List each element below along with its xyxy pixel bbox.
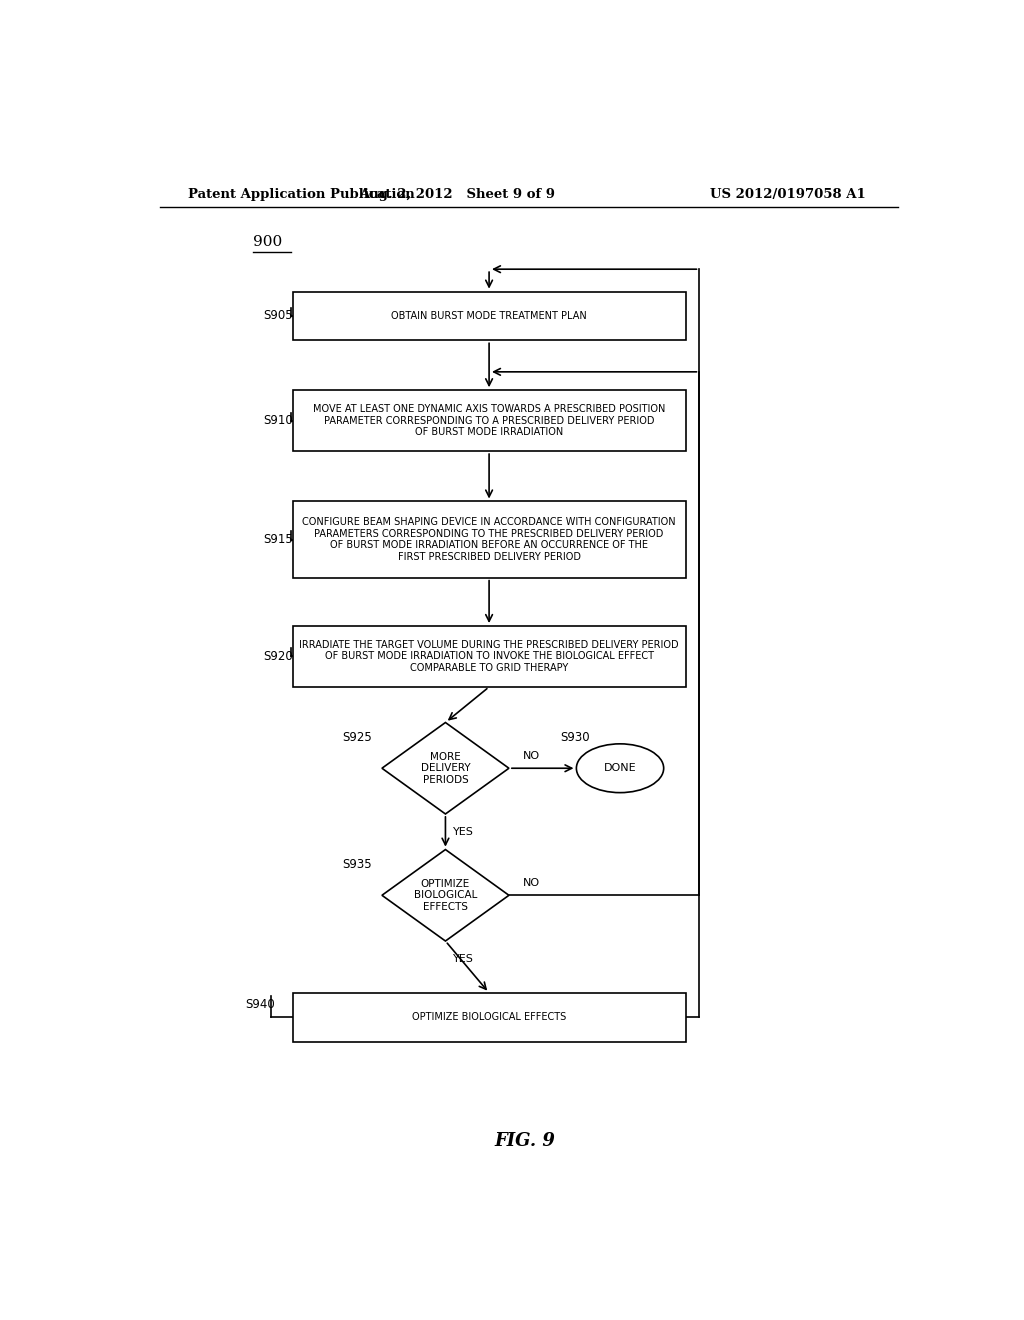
Bar xyxy=(293,993,685,1041)
Text: NO: NO xyxy=(523,878,541,888)
Text: YES: YES xyxy=(454,828,474,837)
Text: OBTAIN BURST MODE TREATMENT PLAN: OBTAIN BURST MODE TREATMENT PLAN xyxy=(391,312,587,321)
Text: YES: YES xyxy=(454,954,474,965)
Text: FIG. 9: FIG. 9 xyxy=(495,1133,555,1150)
Text: DONE: DONE xyxy=(604,763,636,774)
Text: NO: NO xyxy=(523,751,541,762)
Polygon shape xyxy=(382,850,509,941)
Text: OPTIMIZE
BIOLOGICAL
EFFECTS: OPTIMIZE BIOLOGICAL EFFECTS xyxy=(414,879,477,912)
Bar xyxy=(293,292,685,341)
Text: Aug. 2, 2012   Sheet 9 of 9: Aug. 2, 2012 Sheet 9 of 9 xyxy=(359,189,555,202)
Text: S930: S930 xyxy=(560,731,590,744)
Text: OPTIMIZE BIOLOGICAL EFFECTS: OPTIMIZE BIOLOGICAL EFFECTS xyxy=(412,1012,566,1022)
Text: MOVE AT LEAST ONE DYNAMIC AXIS TOWARDS A PRESCRIBED POSITION
PARAMETER CORRESPON: MOVE AT LEAST ONE DYNAMIC AXIS TOWARDS A… xyxy=(313,404,666,437)
Text: IRRADIATE THE TARGET VOLUME DURING THE PRESCRIBED DELIVERY PERIOD
OF BURST MODE : IRRADIATE THE TARGET VOLUME DURING THE P… xyxy=(299,640,679,673)
Text: US 2012/0197058 A1: US 2012/0197058 A1 xyxy=(711,189,866,202)
Polygon shape xyxy=(382,722,509,814)
Text: Patent Application Publication: Patent Application Publication xyxy=(187,189,415,202)
Text: 900: 900 xyxy=(253,235,283,248)
Text: S935: S935 xyxy=(342,858,372,871)
Text: S925: S925 xyxy=(342,731,372,744)
Bar xyxy=(293,391,685,451)
Text: S915: S915 xyxy=(263,533,293,546)
Text: CONFIGURE BEAM SHAPING DEVICE IN ACCORDANCE WITH CONFIGURATION
PARAMETERS CORRES: CONFIGURE BEAM SHAPING DEVICE IN ACCORDA… xyxy=(302,517,676,562)
Text: S905: S905 xyxy=(263,309,293,322)
Ellipse shape xyxy=(577,744,664,792)
Bar xyxy=(293,502,685,578)
Text: MORE
DELIVERY
PERIODS: MORE DELIVERY PERIODS xyxy=(421,751,470,785)
Text: S910: S910 xyxy=(263,414,293,428)
Text: S940: S940 xyxy=(246,998,275,1011)
Bar xyxy=(293,626,685,686)
Text: S920: S920 xyxy=(263,649,293,663)
